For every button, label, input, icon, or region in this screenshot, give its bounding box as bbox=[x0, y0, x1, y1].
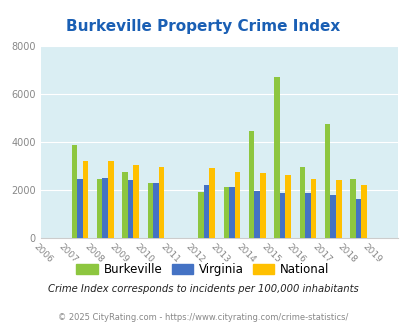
Bar bbox=[285, 176, 290, 238]
Bar bbox=[128, 180, 133, 238]
Bar bbox=[102, 178, 108, 238]
Bar bbox=[355, 199, 360, 238]
Bar bbox=[158, 167, 164, 238]
Bar bbox=[147, 182, 153, 238]
Bar bbox=[77, 179, 83, 238]
Bar bbox=[209, 168, 214, 238]
Bar bbox=[254, 191, 259, 238]
Text: © 2025 CityRating.com - https://www.cityrating.com/crime-statistics/: © 2025 CityRating.com - https://www.city… bbox=[58, 313, 347, 322]
Bar bbox=[299, 167, 305, 238]
Bar bbox=[248, 131, 254, 238]
Text: Burkeville Property Crime Index: Burkeville Property Crime Index bbox=[66, 19, 339, 34]
Bar bbox=[228, 187, 234, 238]
Legend: Burkeville, Virginia, National: Burkeville, Virginia, National bbox=[71, 258, 334, 281]
Bar bbox=[122, 172, 128, 238]
Bar bbox=[310, 179, 315, 238]
Bar bbox=[223, 187, 228, 238]
Bar bbox=[203, 185, 209, 238]
Bar bbox=[108, 161, 113, 238]
Bar bbox=[273, 77, 279, 238]
Bar bbox=[83, 161, 88, 238]
Bar bbox=[279, 193, 285, 238]
Bar bbox=[97, 179, 102, 238]
Bar bbox=[360, 185, 366, 238]
Text: Crime Index corresponds to incidents per 100,000 inhabitants: Crime Index corresponds to incidents per… bbox=[47, 284, 358, 294]
Bar bbox=[198, 192, 203, 238]
Bar bbox=[324, 124, 330, 238]
Bar bbox=[350, 179, 355, 238]
Bar bbox=[71, 146, 77, 238]
Bar bbox=[133, 165, 139, 238]
Bar bbox=[305, 193, 310, 238]
Bar bbox=[234, 172, 240, 238]
Bar bbox=[153, 182, 158, 238]
Bar bbox=[335, 180, 341, 238]
Bar bbox=[330, 194, 335, 238]
Bar bbox=[259, 173, 265, 238]
